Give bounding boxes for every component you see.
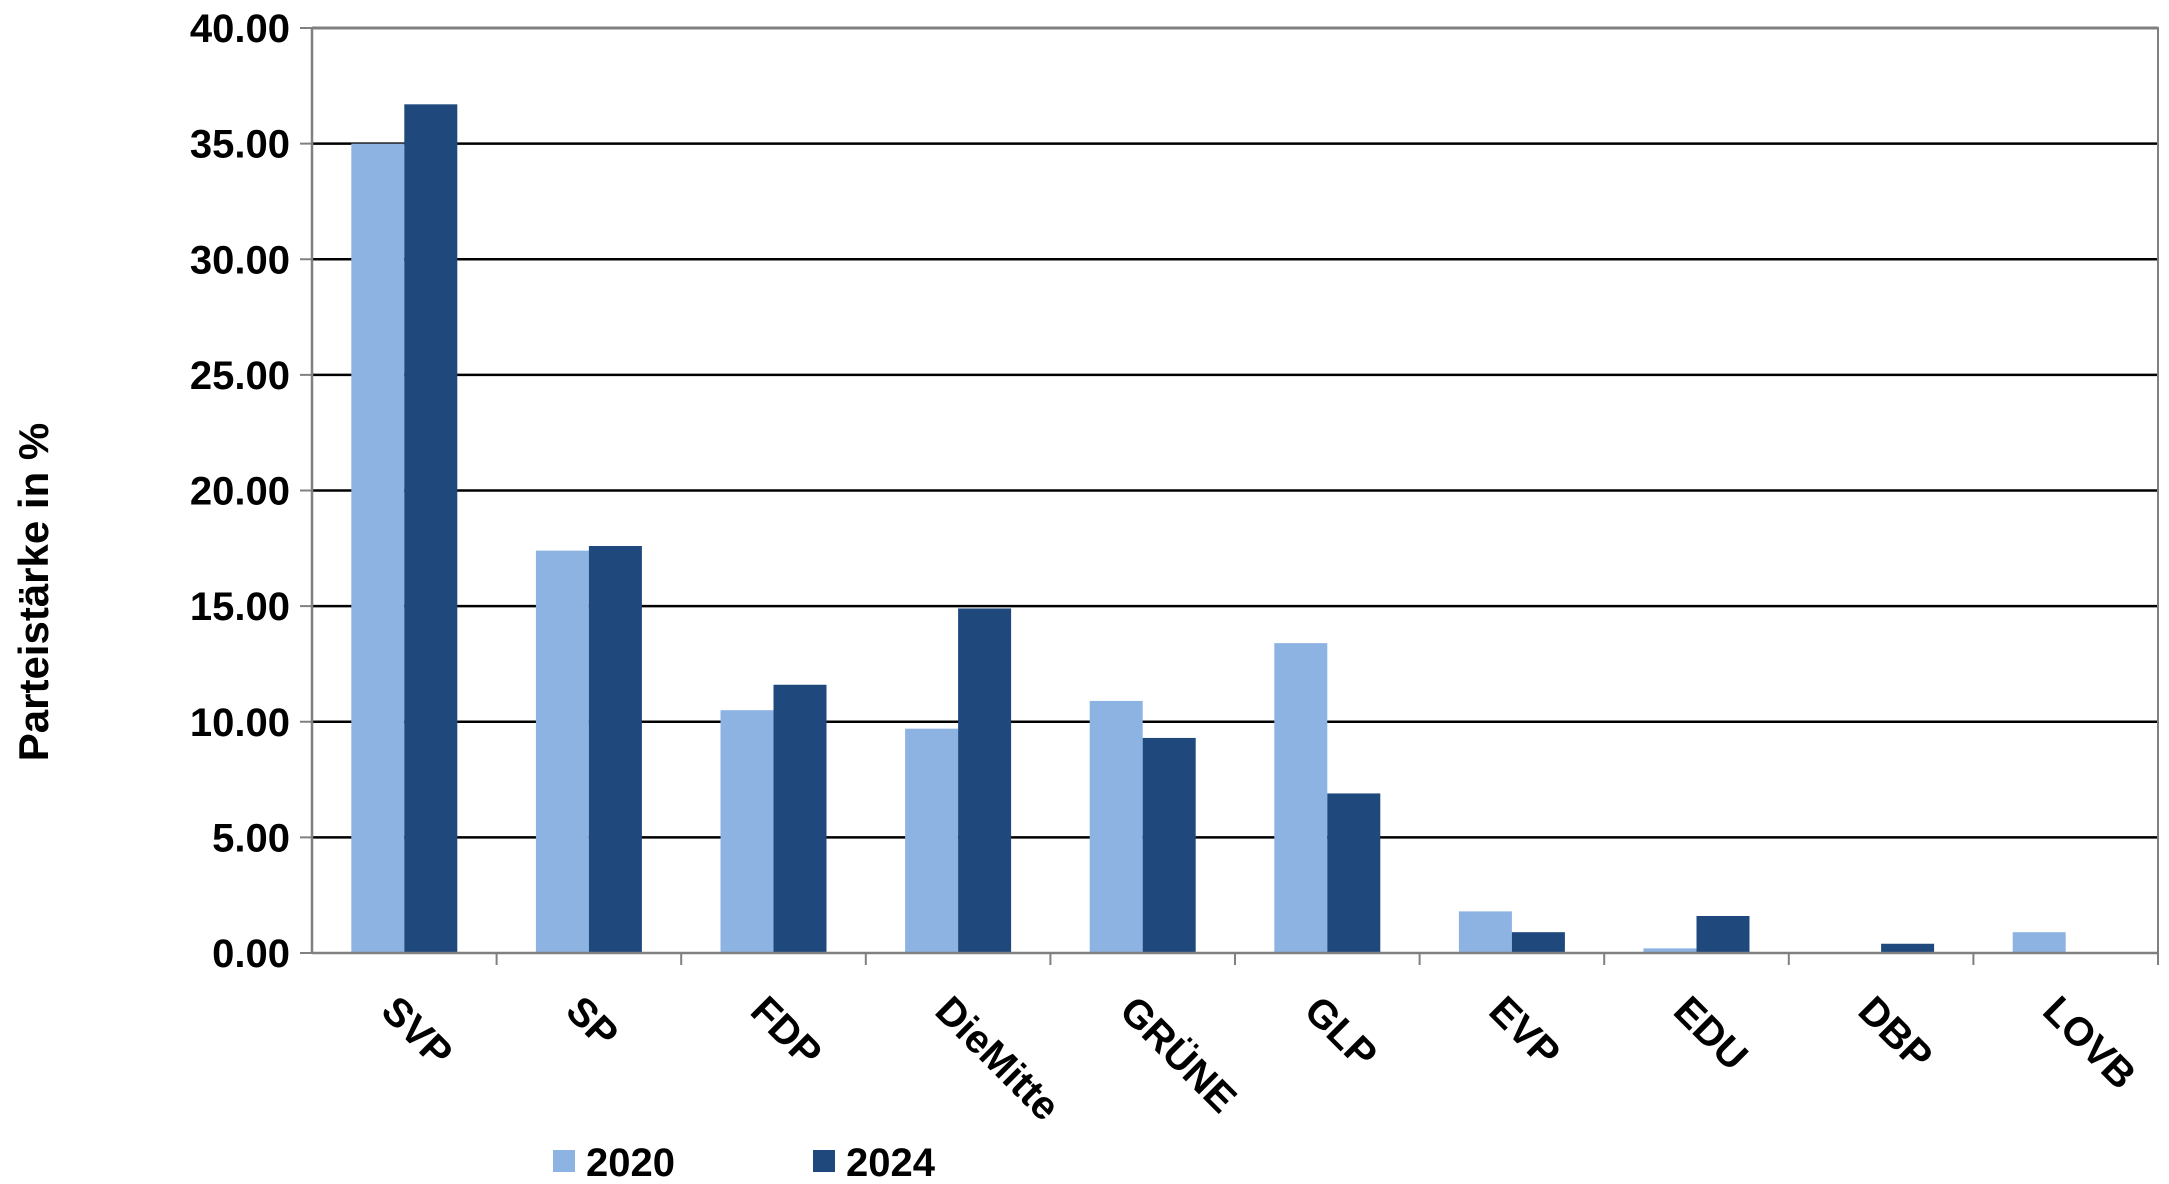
y-tick-label: 10.00 (190, 701, 290, 745)
x-category-label: GRÜNE (1111, 988, 1245, 1122)
bar-2020-grüne (1089, 700, 1143, 953)
legend: 2020 2024 (553, 1141, 936, 1184)
bar-2024-sp (588, 546, 642, 953)
y-tick-label: 0.00 (212, 932, 290, 976)
x-category-label: SVP (373, 988, 461, 1076)
y-tick-labels: 0.00 5.00 10.00 15.00 20.00 25.00 30.00 35.00 40… (190, 7, 290, 976)
y-tick-label: 35.00 (190, 123, 290, 167)
x-category-label: EDU (1665, 988, 1756, 1079)
y-tick-label: 25.00 (190, 354, 290, 398)
y-tick-label: 30.00 (190, 238, 290, 282)
bar-2024-glp (1327, 793, 1381, 953)
bar-2024-dbp (1881, 943, 1935, 953)
y-tick-label: 20.00 (190, 470, 290, 514)
bar-2020-edu (1643, 948, 1697, 953)
y-tick-label: 15.00 (190, 585, 290, 629)
bar-2024-svp (404, 104, 458, 953)
bar-2020-glp (1274, 643, 1328, 953)
legend-label-2024: 2024 (846, 1141, 936, 1184)
x-category-label: FDP (742, 988, 830, 1076)
y-tick-label: 5.00 (212, 816, 290, 860)
bar-2024-grüne (1142, 737, 1196, 953)
bar-2020-evp (1458, 911, 1512, 953)
x-category-label: LOVB (2034, 988, 2144, 1098)
x-category-label: DieMitte (927, 988, 1068, 1129)
bar-2020-svp (351, 143, 405, 953)
x-category-label: GLP (1296, 988, 1385, 1077)
bar-2024-evp (1511, 932, 1565, 953)
x-category-label: DBP (1850, 988, 1941, 1079)
legend-label-2020: 2020 (586, 1141, 675, 1184)
bars (351, 104, 2066, 953)
x-category-label: EVP (1481, 988, 1569, 1076)
axes (300, 27, 2159, 965)
bar-2024-fdp (773, 684, 827, 953)
x-category-labels: SVP SP FDP DieMitte GRÜNE GLP EVP EDU DBP LOVB (373, 988, 2144, 1130)
bar-2020-fdp (720, 710, 774, 953)
bar-2024-diemitte (958, 608, 1012, 953)
legend-swatch-2020 (553, 1150, 575, 1172)
y-axis-title: Parteistärke in % (10, 423, 57, 762)
bar-2020-diemitte (905, 728, 959, 953)
bar-2024-edu (1696, 916, 1750, 953)
bar-2020-lovb (2012, 932, 2066, 953)
y-tick-label: 40.00 (190, 7, 290, 51)
legend-swatch-2024 (813, 1150, 835, 1172)
bar-2020-sp (535, 550, 589, 953)
x-category-label: SP (558, 988, 627, 1057)
